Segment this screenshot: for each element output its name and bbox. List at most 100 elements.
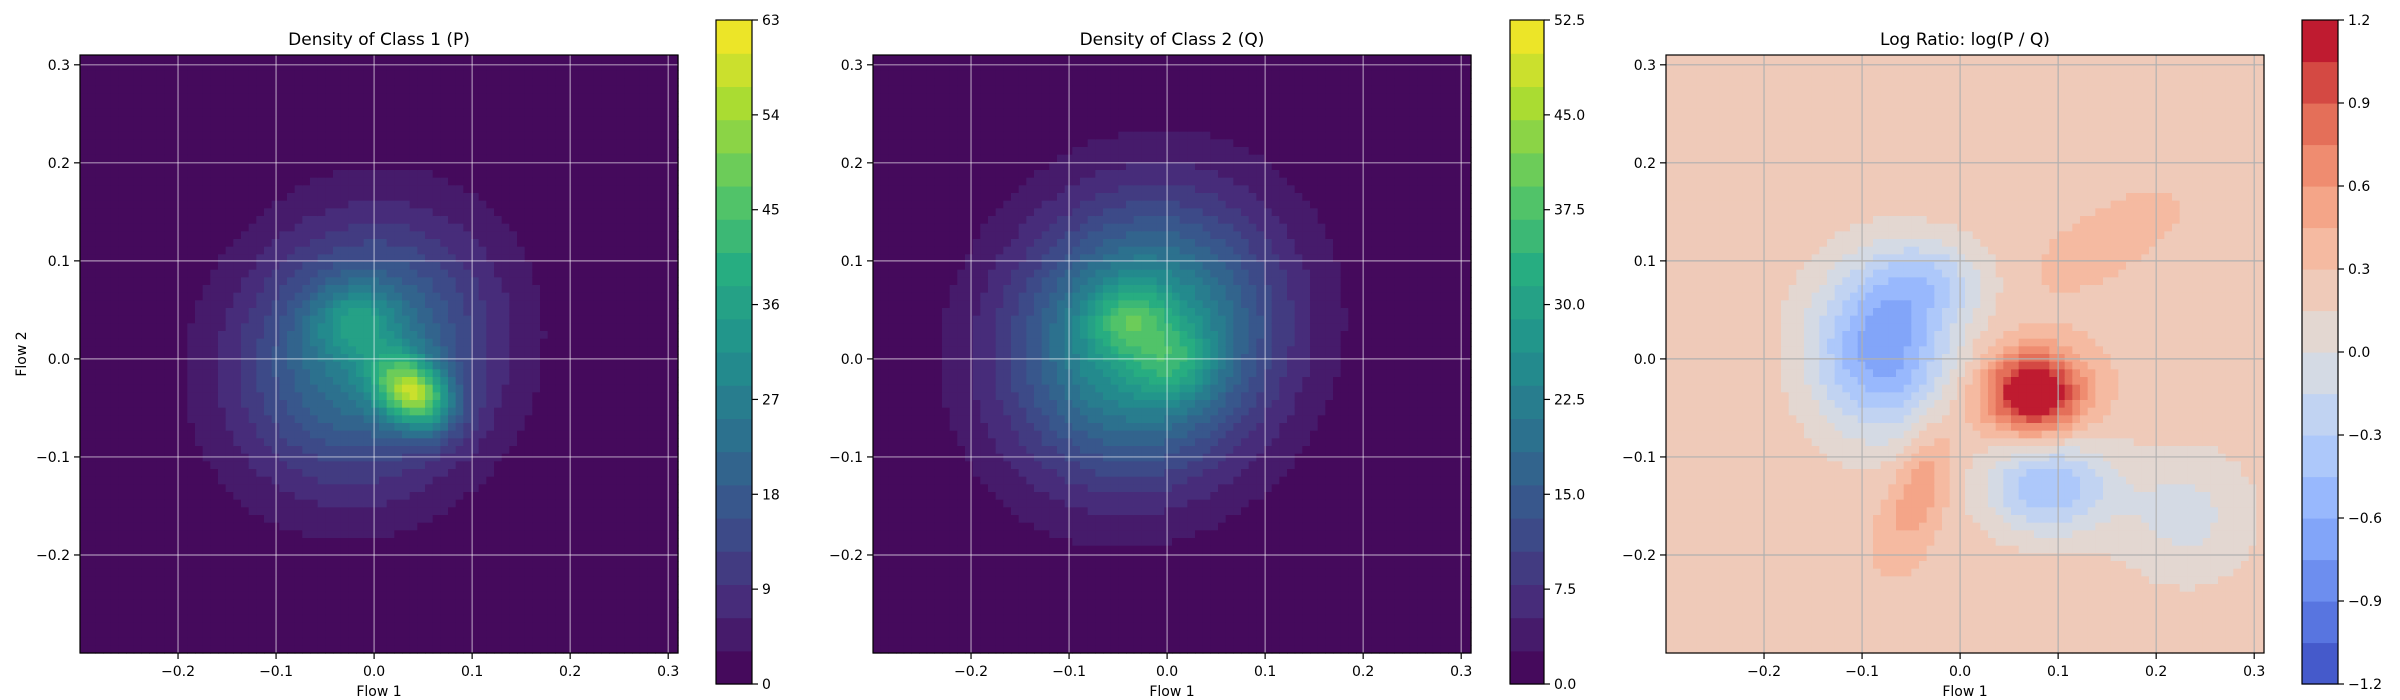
- heatmap-cell: [225, 438, 234, 447]
- heatmap-cell: [333, 292, 342, 301]
- heatmap-cell: [409, 392, 418, 401]
- heatmap-cell: [425, 254, 434, 263]
- heatmap-cell: [95, 446, 104, 455]
- heatmap-cell: [317, 208, 326, 217]
- heatmap-cell: [187, 231, 196, 240]
- heatmap-cell: [310, 285, 319, 294]
- heatmap-cell: [547, 476, 556, 485]
- heatmap-cell: [509, 223, 518, 232]
- heatmap-cell: [463, 530, 472, 539]
- heatmap-cell: [110, 78, 119, 87]
- heatmap-cell: [486, 553, 495, 562]
- heatmap-cell: [563, 147, 572, 156]
- heatmap-cell: [563, 154, 572, 163]
- heatmap-cell: [218, 131, 227, 140]
- heatmap-cell: [478, 208, 487, 217]
- heatmap-cell: [394, 553, 403, 562]
- heatmap-cell: [509, 162, 518, 171]
- heatmap-cell: [141, 507, 150, 516]
- heatmap-cell: [225, 223, 234, 232]
- heatmap-cell: [455, 515, 464, 524]
- heatmap-cell: [501, 392, 510, 401]
- heatmap-cell: [547, 208, 556, 217]
- heatmap-cell: [187, 170, 196, 179]
- heatmap-cell: [494, 62, 503, 71]
- heatmap-cell: [371, 423, 380, 432]
- heatmap-cell: [225, 568, 234, 577]
- heatmap-cell: [195, 423, 204, 432]
- heatmap-cell: [264, 461, 273, 470]
- heatmap-cell: [195, 522, 204, 531]
- heatmap-cell: [118, 530, 127, 539]
- heatmap-cell: [363, 101, 372, 110]
- heatmap-cell: [509, 177, 518, 186]
- heatmap-cell: [156, 392, 165, 401]
- heatmap-cell: [486, 116, 495, 125]
- heatmap-cell: [501, 216, 510, 225]
- heatmap-cell: [141, 622, 150, 631]
- heatmap-cell: [333, 553, 342, 562]
- heatmap-cell: [340, 492, 349, 501]
- heatmap-cell: [233, 55, 242, 64]
- heatmap-cell: [440, 346, 449, 355]
- heatmap-cell: [248, 354, 257, 363]
- heatmap-cell: [241, 453, 250, 462]
- heatmap-cell: [532, 55, 541, 64]
- heatmap-cell: [248, 400, 257, 409]
- heatmap-cell: [264, 377, 273, 386]
- heatmap-cell: [126, 584, 135, 593]
- heatmap-cell: [195, 576, 204, 585]
- heatmap-cell: [532, 492, 541, 501]
- heatmap-cell: [463, 231, 472, 240]
- heatmap-cell: [164, 200, 173, 209]
- heatmap-cell: [233, 507, 242, 516]
- heatmap-cell: [486, 545, 495, 554]
- heatmap-cell: [164, 55, 173, 64]
- heatmap-cell: [379, 446, 388, 455]
- heatmap-cell: [187, 530, 196, 539]
- heatmap-cell: [279, 285, 288, 294]
- heatmap-cell: [187, 292, 196, 301]
- heatmap-cell: [118, 453, 127, 462]
- heatmap-cell: [325, 614, 334, 623]
- heatmap-cell: [156, 438, 165, 447]
- heatmap-cell: [379, 392, 388, 401]
- heatmap-cell: [540, 630, 549, 639]
- heatmap-cell: [133, 392, 142, 401]
- heatmap-cell: [509, 323, 518, 332]
- heatmap-cell: [555, 507, 564, 516]
- heatmap-cell: [187, 177, 196, 186]
- heatmap-cell: [156, 193, 165, 202]
- heatmap-cell: [563, 216, 572, 225]
- heatmap-cell: [218, 538, 227, 547]
- heatmap-cell: [348, 308, 357, 317]
- heatmap-cell: [149, 469, 158, 478]
- heatmap-cell: [417, 292, 426, 301]
- heatmap-cell: [486, 430, 495, 439]
- heatmap-cell: [310, 438, 319, 447]
- heatmap-cell: [126, 377, 135, 386]
- heatmap-cell: [225, 415, 234, 424]
- heatmap-cell: [187, 223, 196, 232]
- heatmap-cell: [103, 101, 112, 110]
- heatmap-cell: [340, 377, 349, 386]
- heatmap-cell: [532, 246, 541, 255]
- heatmap-cell: [187, 93, 196, 102]
- heatmap-cell: [80, 139, 89, 148]
- heatmap-cell: [149, 346, 158, 355]
- heatmap-cell: [287, 461, 296, 470]
- heatmap-cell: [241, 300, 250, 309]
- heatmap-cell: [264, 269, 273, 278]
- heatmap-cell: [310, 423, 319, 432]
- heatmap-cell: [394, 576, 403, 585]
- heatmap-cell: [448, 277, 457, 286]
- heatmap-cell: [317, 469, 326, 478]
- heatmap-cell: [340, 400, 349, 409]
- heatmap-cell: [363, 407, 372, 416]
- heatmap-cell: [356, 438, 365, 447]
- heatmap-cell: [425, 162, 434, 171]
- heatmap-cell: [501, 630, 510, 639]
- heatmap-cell: [187, 124, 196, 133]
- heatmap-cell: [256, 423, 265, 432]
- heatmap-cell: [202, 607, 211, 616]
